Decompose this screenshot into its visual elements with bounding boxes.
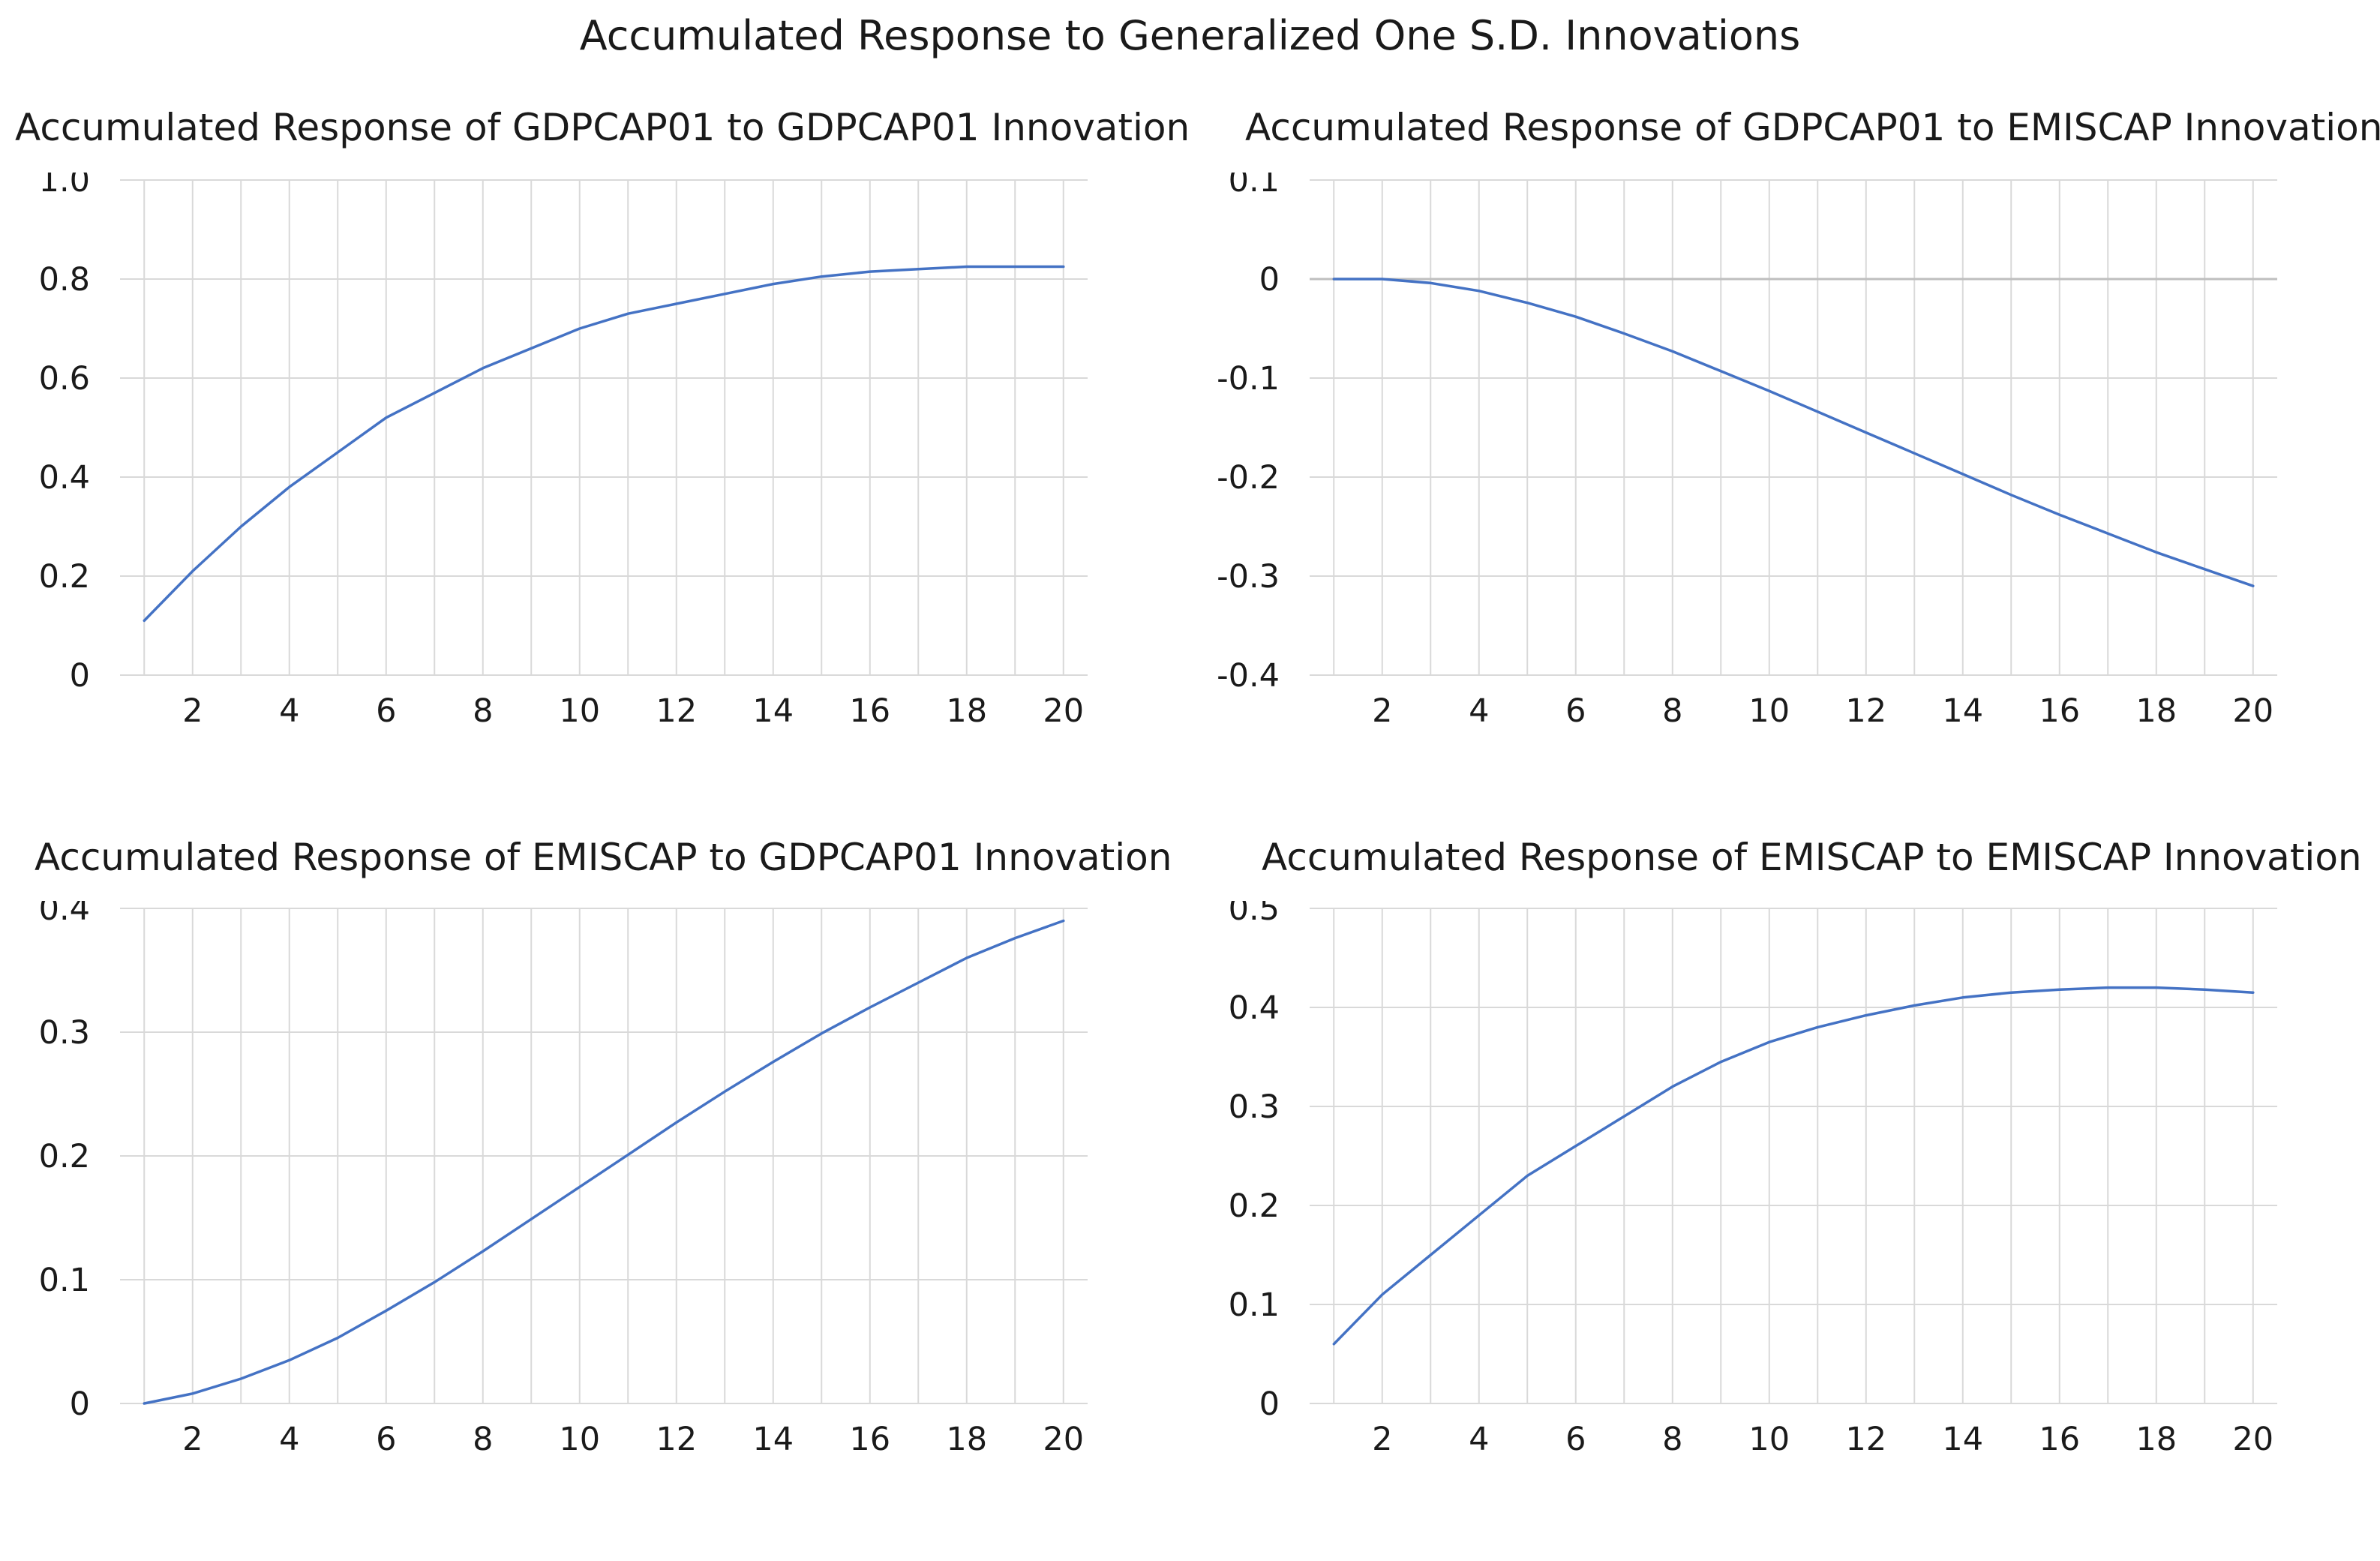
figure-title: Accumulated Response to Generalized One …: [579, 12, 1801, 59]
y-tick-label: 0.1: [39, 1262, 90, 1299]
x-tick-label: 14: [752, 692, 794, 730]
y-tick-label: 0.6: [39, 360, 90, 398]
y-tick-label: 0.2: [39, 558, 90, 596]
x-tick-label: 12: [1845, 692, 1886, 730]
y-tick-label: 0: [1259, 1385, 1280, 1423]
x-tick-label: 12: [656, 1421, 697, 1458]
x-axis: 2 4 6 8 10 12 14 16 18 20: [1372, 692, 2273, 730]
x-tick-label: 10: [1748, 1421, 1790, 1458]
series-line: [143, 265, 1065, 623]
y-tick-label: 0.4: [39, 459, 90, 497]
x-tick-label: 20: [1043, 692, 1084, 730]
x-tick-label: 18: [2135, 692, 2177, 730]
y-tick-label: 0.4: [39, 901, 90, 928]
x-tick-label: 16: [849, 692, 890, 730]
y-tick-label: 0.1: [1229, 173, 1280, 200]
y-axis: 0.4 0.3 0.2 0.1 0: [39, 901, 1088, 1423]
y-tick-label: -0.3: [1217, 558, 1280, 596]
chart-title: Accumulated Response of GDPCAP01 to EMIS…: [1245, 106, 2380, 149]
chart-title: Accumulated Response of GDPCAP01 to GDPC…: [15, 106, 1190, 149]
y-tick-label: 0.1: [1229, 1286, 1280, 1324]
series-line: [1332, 986, 2255, 1346]
x-tick-label: 18: [946, 692, 987, 730]
x-tick-label: 2: [1372, 692, 1392, 730]
x-tick-label: 14: [1942, 692, 1983, 730]
y-axis: 1.0 0.8 0.6 0.4 0.2 0: [39, 173, 1088, 695]
x-tick-label: 18: [946, 1421, 987, 1458]
x-tick-label: 18: [2135, 1421, 2177, 1458]
x-tick-label: 10: [559, 692, 600, 730]
figure: Accumulated Response to Generalized One …: [0, 12, 2380, 1458]
x-tick-label: 2: [1372, 1421, 1392, 1458]
series-line: [1332, 278, 2255, 587]
y-tick-label: 0: [70, 1385, 90, 1423]
chart-panel-gdp-to-emis: Accumulated Response of GDPCAP01 to EMIS…: [1190, 101, 2380, 829]
y-tick-label: 0: [70, 657, 90, 695]
vertical-gridlines: [1333, 180, 2254, 675]
x-tick-label: 20: [1043, 1421, 1084, 1458]
x-tick-label: 6: [1565, 692, 1586, 730]
x-tick-label: 8: [1662, 1421, 1682, 1458]
y-tick-label: 0.8: [39, 261, 90, 299]
x-tick-label: 8: [1662, 692, 1682, 730]
y-tick-label: 0: [1259, 261, 1280, 299]
x-tick-label: 4: [1469, 692, 1489, 730]
vertical-gridlines: [143, 180, 1064, 675]
y-tick-label: 0.4: [1229, 989, 1280, 1027]
series-line: [143, 919, 1065, 1405]
x-tick-label: 16: [2039, 692, 2080, 730]
x-tick-label: 20: [2232, 692, 2273, 730]
x-tick-label: 10: [559, 1421, 600, 1458]
y-tick-label: 0.2: [1229, 1187, 1280, 1225]
x-tick-label: 20: [2232, 1421, 2273, 1458]
x-tick-label: 12: [1845, 1421, 1886, 1458]
x-tick-label: 8: [473, 692, 493, 730]
chart-title: Accumulated Response of EMISCAP to GDPCA…: [35, 836, 1172, 879]
y-axis: 0.1 0 -0.1 -0.2 -0.3 -0.4: [1217, 173, 2277, 695]
x-tick-label: 2: [182, 1421, 203, 1458]
x-tick-label: 4: [1469, 1421, 1489, 1458]
chart-plot: 0.1 0 -0.1 -0.2 -0.3 -0.4 2 4 6 8 10 12 14 16 18 20: [1217, 173, 2277, 730]
y-tick-label: -0.2: [1217, 459, 1280, 497]
x-tick-label: 6: [376, 692, 396, 730]
x-axis: 2 4 6 8 10 12 14 16 18 20: [1372, 1421, 2273, 1458]
x-tick-label: 8: [473, 1421, 493, 1458]
y-tick-label: 0.3: [39, 1014, 90, 1052]
x-tick-label: 2: [182, 692, 203, 730]
y-axis: 0.5 0.4 0.3 0.2 0.1 0: [1229, 901, 2277, 1423]
chart-plot: 0.5 0.4 0.3 0.2 0.1 0 2 4 6 8 10 12 14 16 18 20: [1229, 901, 2277, 1458]
vertical-gridlines: [1333, 908, 2254, 1403]
chart-plot: 0.4 0.3 0.2 0.1 0 2 4 6 8 10 12 14 16 18 20: [39, 901, 1088, 1458]
y-tick-label: 0.2: [39, 1138, 90, 1175]
x-tick-label: 14: [752, 1421, 794, 1458]
x-tick-label: 6: [1565, 1421, 1586, 1458]
x-axis: 2 4 6 8 10 12 14 16 18 20: [182, 1421, 1084, 1458]
y-tick-label: 0.3: [1229, 1088, 1280, 1126]
x-tick-label: 12: [656, 692, 697, 730]
x-tick-label: 14: [1942, 1421, 1983, 1458]
y-tick-label: 1.0: [39, 173, 90, 200]
chart-panel-emis-to-emis: Accumulated Response of EMISCAP to EMISC…: [1190, 831, 2379, 1559]
x-tick-label: 4: [279, 692, 299, 730]
x-tick-label: 10: [1748, 692, 1790, 730]
x-tick-label: 16: [2039, 1421, 2080, 1458]
x-tick-label: 4: [279, 1421, 299, 1458]
x-tick-label: 16: [849, 1421, 890, 1458]
x-tick-label: 6: [376, 1421, 396, 1458]
y-tick-label: 0.5: [1229, 901, 1280, 928]
y-tick-label: -0.1: [1217, 360, 1280, 398]
chart-panel-gdp-to-gdp: Accumulated Response of GDPCAP01 to GDPC…: [0, 101, 1190, 829]
chart-plot: 1.0 0.8 0.6 0.4 0.2 0 2 4 6 8 10 12 14 16 18 20: [39, 173, 1088, 730]
chart-panel-emis-to-gdp: Accumulated Response of EMISCAP to GDPCA…: [0, 831, 1190, 1559]
x-axis: 2 4 6 8 10 12 14 16 18 20: [182, 692, 1084, 730]
y-tick-label: -0.4: [1217, 657, 1280, 695]
chart-title: Accumulated Response of EMISCAP to EMISC…: [1262, 836, 2362, 879]
